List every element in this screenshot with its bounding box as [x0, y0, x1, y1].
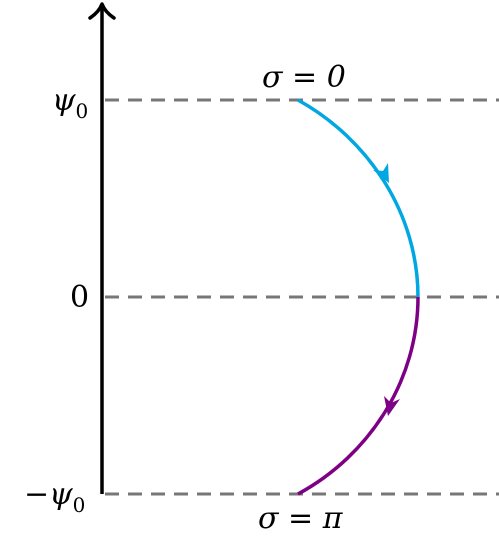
label-minus-psi0: −ψ0 — [24, 477, 85, 517]
psi-subscript-neg: 0 — [73, 493, 86, 517]
minus-sign: − — [24, 477, 49, 512]
psi-symbol-neg: ψ — [49, 477, 73, 512]
lower-arc — [297, 296, 420, 496]
axis-arrow-icon — [88, 2, 116, 20]
psi-subscript: 0 — [76, 99, 89, 123]
label-sigma-end: σ = π — [258, 501, 344, 536]
label-zero: 0 — [70, 280, 89, 315]
arrow-down-left-icon — [384, 396, 400, 416]
psi-symbol: ψ — [52, 83, 76, 118]
upper-arc — [297, 98, 420, 298]
arrow-down-right-icon — [373, 163, 389, 183]
label-sigma-start: σ = 0 — [262, 60, 346, 95]
label-psi0: ψ0 — [52, 83, 88, 123]
